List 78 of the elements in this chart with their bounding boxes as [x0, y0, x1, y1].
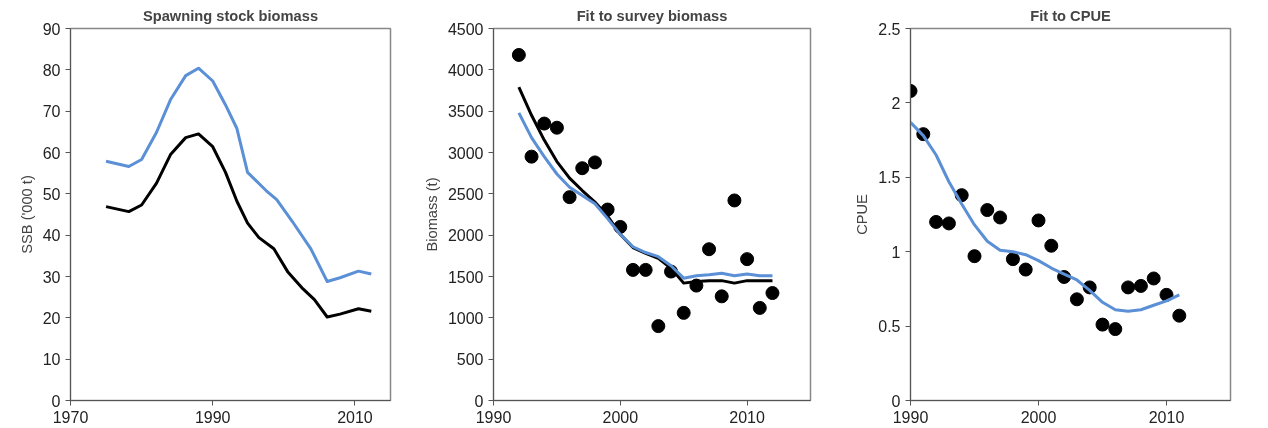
- y-tick-label: 0: [891, 392, 901, 410]
- y-tick-label: 30: [42, 268, 61, 286]
- y-axis-title: Biomass (t): [423, 177, 440, 252]
- y-tick-label: 0: [474, 392, 484, 410]
- x-tick-label: 1990: [475, 408, 512, 426]
- line-series: [104, 66, 373, 283]
- chart-title: Fit to survey biomass: [576, 7, 728, 24]
- y-axis-title: CPUE: [854, 193, 871, 235]
- y-tick-label: 4500: [447, 20, 484, 38]
- y-tick-label: 20: [42, 309, 61, 327]
- x-tick-label: 2000: [602, 408, 639, 426]
- point: [740, 252, 755, 267]
- x-tick-label: 1990: [892, 408, 929, 426]
- y-tick-label: 70: [42, 103, 61, 121]
- point: [651, 319, 666, 334]
- x-tick-label: 2010: [729, 408, 765, 426]
- point: [941, 216, 956, 231]
- y-tick-label: 2.5: [878, 20, 901, 38]
- y-tick-label: 40: [42, 227, 61, 245]
- point: [1005, 252, 1020, 267]
- y-tick-label: 500: [456, 351, 484, 369]
- chart-title: Fit to CPUE: [1030, 7, 1112, 24]
- y-tick-label: 1000: [447, 309, 484, 327]
- y-tick-label: 1500: [447, 268, 484, 286]
- point: [1018, 262, 1033, 277]
- point: [929, 214, 944, 229]
- y-axis-title: SSB ('000 t): [18, 175, 35, 254]
- point: [562, 190, 577, 205]
- line-series: [910, 120, 1181, 313]
- y-tick-label: 2: [891, 94, 901, 112]
- point: [1108, 322, 1123, 337]
- y-tick-label: 0: [51, 392, 61, 410]
- y-tick-label: 3500: [447, 103, 484, 121]
- point: [1095, 317, 1110, 332]
- y-tick-label: 0.5: [878, 318, 901, 336]
- point: [638, 262, 653, 277]
- point: [702, 242, 717, 257]
- y-tick-label: 1.5: [878, 169, 901, 187]
- x-tick-label: 2010: [337, 408, 373, 426]
- point: [511, 47, 526, 62]
- point: [537, 116, 552, 131]
- point: [727, 193, 742, 208]
- point: [980, 203, 995, 218]
- y-tick-label: 1: [891, 243, 901, 261]
- point: [765, 286, 780, 301]
- y-tick-label: 4000: [447, 61, 484, 79]
- x-tick-label: 2010: [1148, 408, 1185, 426]
- point: [967, 249, 982, 264]
- x-tick-label: 2000: [1020, 408, 1057, 426]
- point: [1044, 238, 1059, 253]
- y-tick-label: 90: [42, 20, 61, 38]
- point: [625, 262, 640, 277]
- point: [1031, 213, 1046, 228]
- line-series: [517, 111, 774, 280]
- x-tick-label: 1990: [194, 408, 231, 426]
- point: [1146, 271, 1161, 286]
- y-tick-label: 2000: [447, 227, 484, 245]
- point: [575, 161, 590, 176]
- line-series: [104, 132, 373, 319]
- y-tick-label: 60: [42, 144, 61, 162]
- point: [1121, 280, 1136, 295]
- point: [587, 155, 602, 170]
- point: [993, 210, 1008, 225]
- x-tick-label: 1970: [52, 408, 89, 426]
- point: [1172, 308, 1187, 323]
- point: [676, 305, 691, 320]
- point: [524, 149, 539, 164]
- y-tick-label: 2500: [447, 185, 484, 203]
- point: [752, 300, 767, 315]
- y-tick-label: 3000: [447, 144, 484, 162]
- y-tick-label: 80: [42, 61, 61, 79]
- point: [714, 289, 729, 304]
- point: [1069, 292, 1084, 307]
- y-tick-label: 10: [42, 351, 61, 369]
- chart-title: Spawning stock biomass: [142, 7, 319, 24]
- y-tick-label: 50: [42, 185, 61, 203]
- point: [549, 120, 564, 135]
- point: [1133, 278, 1148, 293]
